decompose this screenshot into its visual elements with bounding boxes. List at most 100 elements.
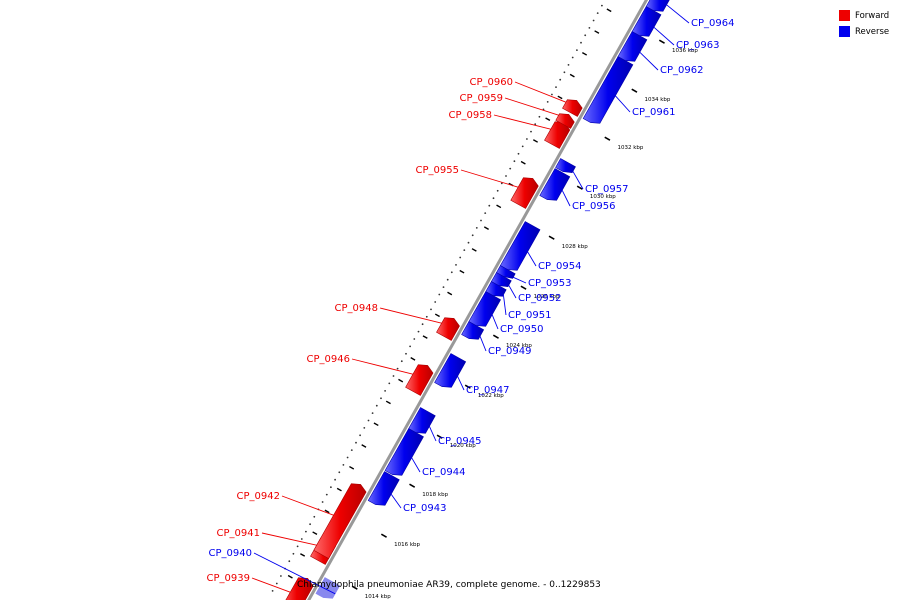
gene-label-cp-0945[interactable]: CP_0945 bbox=[438, 436, 481, 447]
gene-leader-line bbox=[502, 294, 507, 316]
ruler-dot bbox=[500, 182, 503, 185]
gene-label-cp-0953[interactable]: CP_0953 bbox=[528, 278, 571, 289]
minor-tick-mark bbox=[557, 95, 563, 100]
gene-leader-line bbox=[666, 4, 690, 24]
gene-label-cp-0958[interactable]: CP_0958 bbox=[449, 110, 492, 121]
ruler-dot bbox=[313, 515, 316, 518]
gene-label-cp-0947[interactable]: CP_0947 bbox=[466, 385, 509, 396]
gene-label-cp-0962[interactable]: CP_0962 bbox=[660, 65, 703, 76]
gene-cp-0953[interactable] bbox=[496, 265, 516, 279]
legend-swatch-reverse bbox=[839, 26, 850, 37]
gene-label-cp-0946[interactable]: CP_0946 bbox=[307, 354, 350, 365]
gene-label-cp-0959[interactable]: CP_0959 bbox=[460, 93, 503, 104]
gene-leader-line bbox=[261, 532, 317, 546]
ruler-dot bbox=[559, 78, 562, 81]
ruler-dot bbox=[388, 382, 391, 385]
gene-label-cp-0952[interactable]: CP_0952 bbox=[518, 293, 561, 304]
gene-label-cp-0960[interactable]: CP_0960 bbox=[470, 77, 513, 88]
gene-label-cp-0955[interactable]: CP_0955 bbox=[416, 165, 459, 176]
gene-label-cp-0961[interactable]: CP_0961 bbox=[632, 107, 675, 118]
ruler-dot bbox=[526, 138, 528, 140]
ruler-dot bbox=[438, 293, 441, 296]
ruler-dot bbox=[309, 523, 311, 526]
ruler-dot bbox=[434, 301, 437, 303]
minor-tick-mark bbox=[594, 30, 600, 34]
gene-label-cp-0963[interactable]: CP_0963 bbox=[676, 40, 719, 51]
tick-mark bbox=[658, 39, 665, 44]
genome-caption: Chlamydophila pneumoniae AR39, complete … bbox=[297, 580, 601, 590]
tick-mark bbox=[576, 185, 583, 190]
gene-leader-line bbox=[428, 426, 437, 442]
gene-label-cp-0943[interactable]: CP_0943 bbox=[403, 503, 446, 514]
gene-label-cp-0948[interactable]: CP_0948 bbox=[335, 303, 378, 314]
gene-cp-0950[interactable] bbox=[468, 291, 502, 327]
ruler-dot bbox=[551, 93, 553, 96]
minor-tick-mark bbox=[361, 444, 367, 448]
gene-label-cp-0941[interactable]: CP_0941 bbox=[217, 528, 260, 539]
tick-mark bbox=[380, 533, 387, 538]
gene-cp-0952[interactable] bbox=[490, 272, 512, 288]
ruler-dot bbox=[484, 212, 487, 215]
ruler-dot bbox=[571, 56, 574, 59]
tick-label: 1014 kbp bbox=[365, 594, 391, 600]
ruler-dot bbox=[425, 315, 428, 318]
gene-cp-0964[interactable] bbox=[645, 0, 672, 12]
gene-label-cp-0950[interactable]: CP_0950 bbox=[500, 324, 543, 335]
gene-cp-0961[interactable] bbox=[582, 56, 634, 124]
gene-cp-0947[interactable] bbox=[434, 353, 467, 388]
gene-cp-0962[interactable] bbox=[617, 31, 648, 62]
gene-cp-0956[interactable] bbox=[539, 168, 571, 201]
gene-cp-0945[interactable] bbox=[408, 407, 436, 434]
minor-tick-mark bbox=[422, 335, 428, 339]
gene-cp-0946[interactable] bbox=[405, 364, 434, 396]
minor-tick-mark bbox=[447, 291, 453, 296]
ruler-dot bbox=[271, 590, 274, 592]
minor-tick-mark bbox=[520, 160, 526, 165]
tick-label: 1034 kbp bbox=[645, 97, 671, 103]
gene-cp-0959[interactable] bbox=[555, 113, 575, 129]
gene-label-cp-0940[interactable]: CP_0940 bbox=[209, 548, 252, 559]
gene-label-cp-0951[interactable]: CP_0951 bbox=[508, 310, 551, 321]
gene-label-cp-0964[interactable]: CP_0964 bbox=[691, 18, 734, 29]
gene-label-cp-0956[interactable]: CP_0956 bbox=[572, 201, 615, 212]
tick-label: 1028 kbp bbox=[562, 244, 588, 250]
gene-labels-layer: CP_0939 CP_0940 CP_0941 CP_0942 CP_0943 CP_09… bbox=[207, 4, 734, 595]
ruler-dot bbox=[396, 367, 399, 370]
gene-label-cp-0944[interactable]: CP_0944 bbox=[422, 467, 465, 478]
gene-cp-0942[interactable] bbox=[313, 483, 367, 559]
gene-label-cp-0954[interactable]: CP_0954 bbox=[538, 261, 581, 272]
tick-label: 1018 kbp bbox=[422, 492, 448, 498]
ruler-dot bbox=[371, 412, 374, 414]
gene-label-cp-0942[interactable]: CP_0942 bbox=[237, 491, 280, 502]
tick-label: 1036 kbp bbox=[672, 48, 698, 54]
ruler-dot bbox=[413, 338, 416, 340]
tick-mark bbox=[492, 334, 499, 339]
gene-cp-0960[interactable] bbox=[562, 99, 583, 117]
tick-mark bbox=[436, 434, 443, 439]
gene-cp-0948[interactable] bbox=[436, 317, 460, 341]
gene-cp-0957[interactable] bbox=[555, 158, 576, 174]
ruler-dot bbox=[430, 308, 432, 311]
gene-leader-line bbox=[351, 358, 414, 375]
gene-leader-line bbox=[460, 169, 519, 188]
gene-cp-0955[interactable] bbox=[510, 177, 539, 209]
minor-tick-mark bbox=[459, 269, 465, 274]
legend-swatch-forward bbox=[839, 10, 850, 21]
gene-cp-0944[interactable] bbox=[384, 428, 424, 476]
gene-label-cp-0949[interactable]: CP_0949 bbox=[488, 346, 531, 357]
gene-label-cp-0957[interactable]: CP_0957 bbox=[585, 184, 628, 195]
ruler-dot bbox=[534, 123, 537, 126]
gene-label-cp-0939[interactable]: CP_0939 bbox=[207, 573, 250, 584]
legend: Forward Reverse bbox=[839, 10, 889, 37]
ruler-dot bbox=[459, 256, 462, 259]
minor-tick-mark bbox=[582, 51, 588, 56]
gene-cp-0954[interactable] bbox=[499, 221, 541, 271]
gene-cp-0943[interactable] bbox=[367, 471, 400, 506]
ruler-dot bbox=[409, 345, 411, 348]
gene-leader-line bbox=[379, 307, 442, 324]
gene-cp-0951[interactable] bbox=[485, 281, 507, 297]
gene-cp-0963[interactable] bbox=[631, 6, 662, 37]
gene-cp-0949[interactable] bbox=[461, 321, 485, 340]
minor-tick-mark bbox=[287, 574, 293, 579]
minor-tick-mark bbox=[434, 313, 440, 318]
